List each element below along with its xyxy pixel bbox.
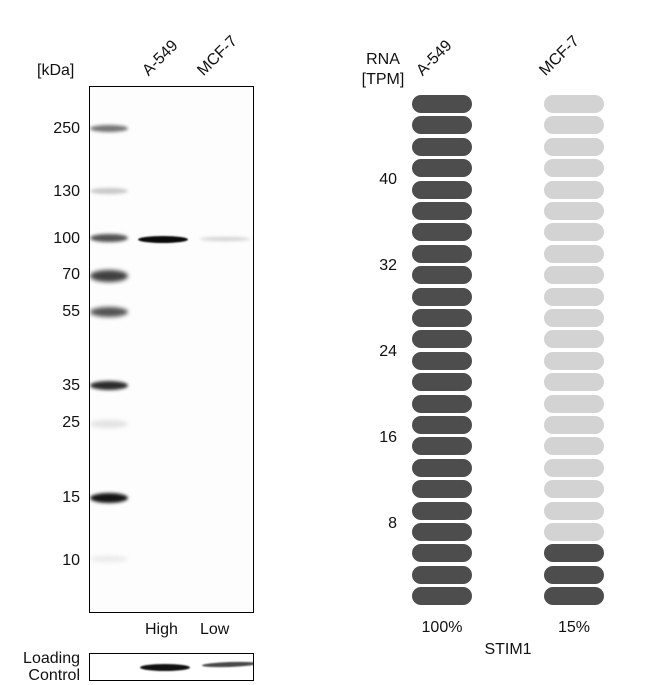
tpm-pill <box>412 244 472 263</box>
loading-band-mcf7 <box>201 661 253 668</box>
rna-cell-line-a549: A-549 <box>413 37 456 80</box>
tpm-pill <box>544 159 604 178</box>
ladder-band-10 <box>90 556 128 562</box>
tpm-pill <box>412 544 472 563</box>
ladder-band-55 <box>90 307 128 317</box>
tpm-pill <box>544 480 604 499</box>
tpm-pill <box>544 458 604 477</box>
tpm-pill <box>544 330 604 349</box>
tpm-tick-40: 40 <box>379 171 397 188</box>
rna-cell-line-mcf7: MCF-7 <box>536 32 583 80</box>
tpm-pill <box>544 223 604 242</box>
tpm-pill <box>544 137 604 156</box>
ladder-band-35 <box>90 381 128 390</box>
tpm-pill <box>544 202 604 220</box>
marker-70: 70 <box>62 266 80 283</box>
tpm-pill <box>544 416 604 434</box>
tpm-tick-24: 24 <box>379 343 397 360</box>
stim1-band-mcf7 <box>200 237 250 241</box>
ladder-band-100 <box>90 234 128 242</box>
tpm-pill <box>412 202 472 220</box>
tpm-pill <box>412 266 472 285</box>
tpm-pill <box>412 116 472 135</box>
tpm-tick-16: 16 <box>379 429 397 446</box>
tpm-pill <box>412 437 472 456</box>
tpm-pill <box>544 116 604 135</box>
tpm-pill <box>544 309 604 327</box>
tpm-pill <box>544 180 604 199</box>
tpm-pill <box>412 309 472 327</box>
stim1-band-a549 <box>138 236 188 243</box>
tpm-pill <box>412 180 472 199</box>
tpm-pill <box>544 287 604 306</box>
ladder-band-70 <box>90 270 128 282</box>
tpm-pill <box>544 351 604 370</box>
loading-band-a549 <box>140 664 190 671</box>
tpm-pill <box>544 244 604 263</box>
gene-name: STIM1 <box>484 641 532 658</box>
tpm-pill <box>544 544 604 563</box>
tpm-pill <box>412 565 472 584</box>
rna-label-line2: [TPM] <box>361 71 405 88</box>
tpm-pill <box>412 416 472 434</box>
loading-control-line2: Control <box>28 667 80 684</box>
marker-130: 130 <box>53 183 80 200</box>
marker-25: 25 <box>62 414 80 431</box>
tpm-pill <box>412 223 472 242</box>
ladder-band-25 <box>90 420 128 428</box>
marker-55: 55 <box>62 303 80 320</box>
lane-label-a549: A-549 <box>139 37 182 80</box>
loading-control-blot <box>89 653 254 681</box>
marker-10: 10 <box>62 552 80 569</box>
tpm-tick-32: 32 <box>379 257 397 274</box>
tpm-pill <box>412 523 472 541</box>
loading-control-line1: Loading <box>23 650 80 667</box>
tpm-pill <box>412 501 472 520</box>
tpm-pill <box>412 458 472 477</box>
tpm-pill <box>412 287 472 306</box>
tpm-pill <box>412 95 472 113</box>
tpm-pill <box>412 587 472 606</box>
ladder-band-130 <box>90 188 128 194</box>
tpm-pill <box>544 587 604 606</box>
tpm-tick-8: 8 <box>388 515 397 532</box>
tpm-pill <box>544 266 604 285</box>
tpm-pill <box>412 373 472 392</box>
percentage-mcf7: 15% <box>557 619 591 636</box>
rna-label-line1: RNA <box>366 51 400 68</box>
marker-250: 250 <box>53 120 80 137</box>
kda-unit-label: [kDa] <box>37 62 75 79</box>
tpm-pill <box>544 437 604 456</box>
tpm-pill <box>412 159 472 178</box>
marker-35: 35 <box>62 377 80 394</box>
rna-axis-label: RNA [TPM] <box>358 50 408 90</box>
tpm-pill <box>412 480 472 499</box>
tpm-pill <box>544 565 604 584</box>
tpm-pill <box>412 137 472 156</box>
tpm-pill <box>544 523 604 541</box>
tpm-pill <box>412 330 472 349</box>
expression-level-low: Low <box>200 621 230 638</box>
loading-control-label: Loading Control <box>16 650 80 684</box>
lane-label-mcf7: MCF-7 <box>194 32 241 80</box>
tpm-pill <box>544 95 604 113</box>
expression-level-high: High <box>145 621 178 638</box>
tpm-pill <box>544 373 604 392</box>
marker-15: 15 <box>62 489 80 506</box>
tpm-pill <box>544 394 604 413</box>
western-blot-image <box>89 86 254 613</box>
percentage-a549: 100% <box>421 619 463 636</box>
marker-100: 100 <box>53 230 80 247</box>
ladder-band-250 <box>90 125 128 132</box>
tpm-pill <box>412 394 472 413</box>
tpm-pill <box>544 501 604 520</box>
tpm-pill <box>412 351 472 370</box>
ladder-band-15 <box>90 493 128 503</box>
